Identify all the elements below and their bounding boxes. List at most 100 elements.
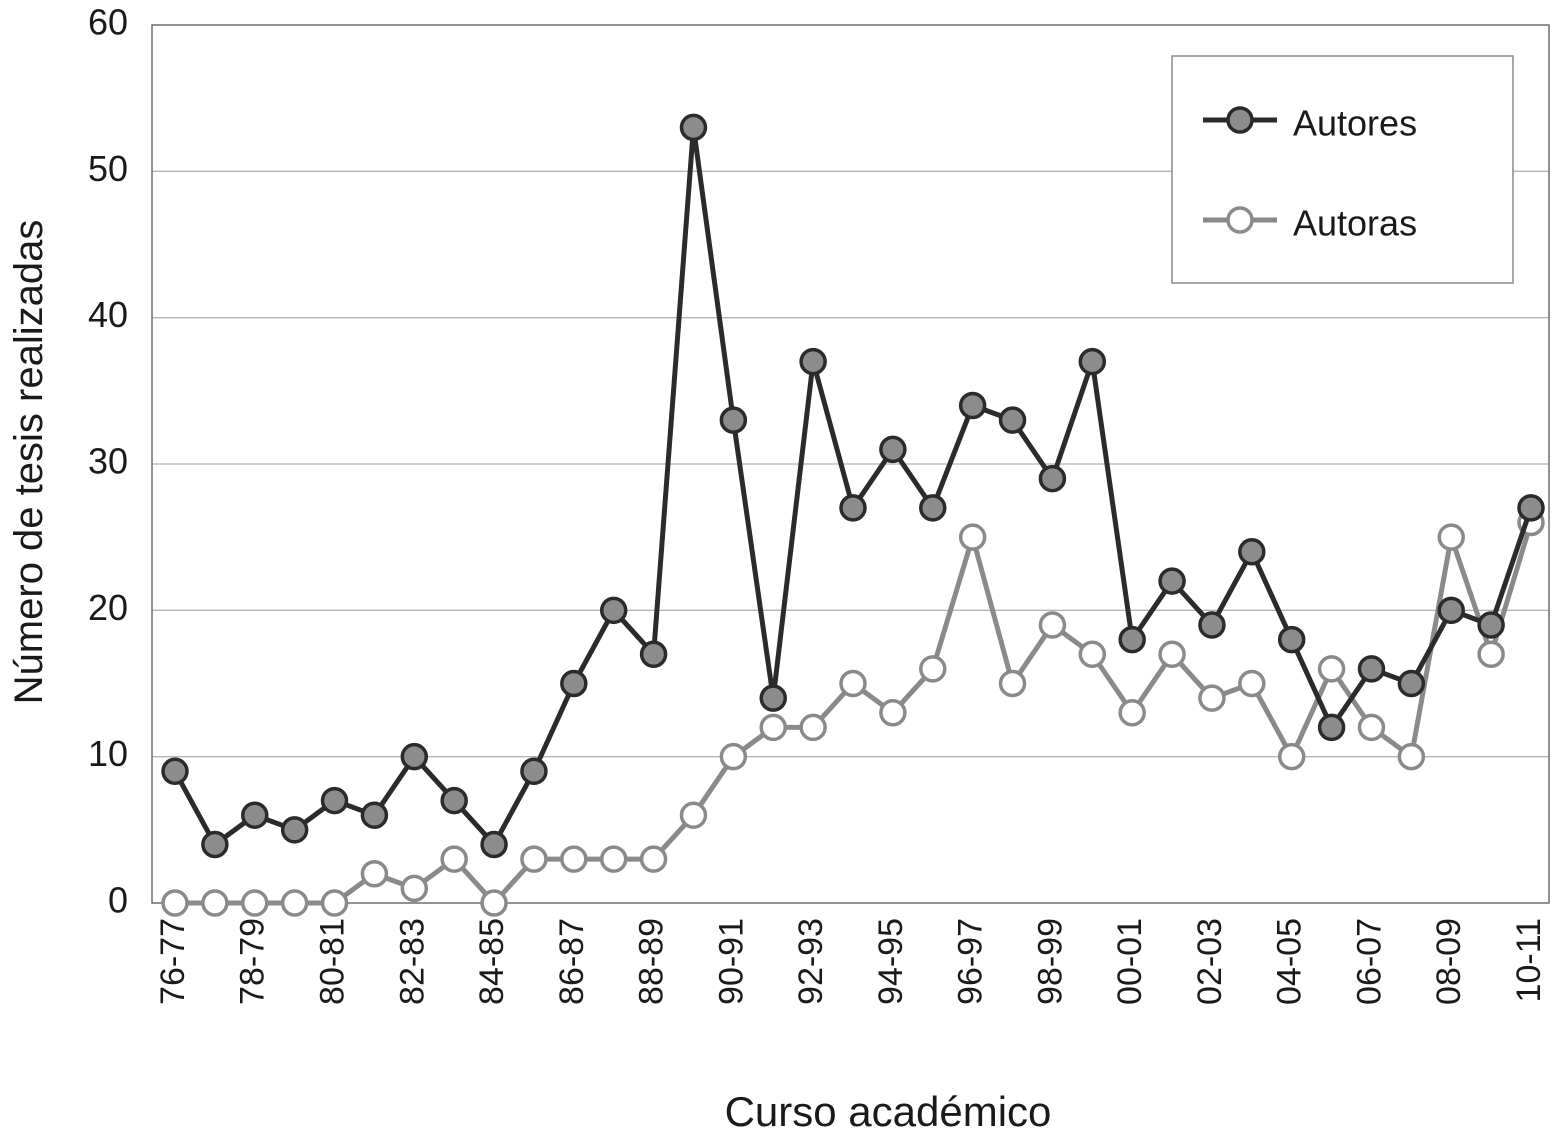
data-point bbox=[241, 889, 269, 917]
y-tick-label: 40 bbox=[88, 294, 128, 335]
x-tick-label: 86-87 bbox=[553, 918, 591, 1005]
data-point bbox=[1437, 596, 1465, 625]
legend: Autores Autoras bbox=[1171, 55, 1514, 284]
data-point bbox=[799, 713, 827, 742]
data-point bbox=[799, 347, 827, 376]
data-point bbox=[320, 786, 349, 815]
y-tick-label: 50 bbox=[88, 148, 128, 189]
data-point bbox=[1118, 625, 1146, 654]
x-tick-label: 06-07 bbox=[1350, 918, 1388, 1005]
data-point bbox=[400, 874, 429, 903]
data-point bbox=[879, 699, 907, 727]
data-point bbox=[679, 801, 708, 829]
x-tick-label: 02-03 bbox=[1191, 918, 1229, 1005]
data-point bbox=[1397, 669, 1426, 698]
legend-autoras-label: Autoras bbox=[1293, 203, 1417, 244]
data-point bbox=[1397, 742, 1426, 771]
data-point bbox=[280, 889, 309, 917]
data-point bbox=[1038, 464, 1067, 493]
data-point bbox=[839, 494, 867, 522]
data-point bbox=[560, 845, 588, 873]
data-point bbox=[1357, 655, 1386, 683]
data-point bbox=[161, 889, 189, 917]
data-point bbox=[1277, 625, 1306, 654]
data-point bbox=[639, 845, 668, 873]
legend-autores-label: Autores bbox=[1293, 103, 1417, 144]
data-point bbox=[161, 757, 189, 786]
data-point bbox=[1078, 347, 1107, 376]
legend-box bbox=[1171, 55, 1514, 284]
x-tick-label: 98-99 bbox=[1031, 918, 1069, 1005]
data-point bbox=[839, 669, 867, 698]
legend-autoras-marker bbox=[1226, 206, 1254, 234]
y-tick-label: 10 bbox=[88, 733, 128, 774]
data-point bbox=[1317, 655, 1346, 683]
data-point bbox=[1118, 699, 1146, 727]
data-point bbox=[1158, 567, 1186, 595]
y-tick-label: 0 bbox=[108, 880, 128, 921]
data-point bbox=[599, 845, 628, 873]
series-autores bbox=[161, 113, 1545, 859]
x-tick-label: 08-09 bbox=[1430, 918, 1468, 1005]
y-axis-label: Número de tesis realizadas bbox=[7, 220, 51, 705]
x-tick-label: 80-81 bbox=[314, 918, 352, 1005]
data-point bbox=[280, 816, 309, 844]
x-tick-label: 90-91 bbox=[712, 918, 750, 1005]
x-tick-label: 78-79 bbox=[234, 918, 272, 1005]
x-tick-label: 96-97 bbox=[952, 918, 990, 1005]
data-point bbox=[440, 845, 468, 873]
x-tick-label: 82-83 bbox=[393, 918, 431, 1005]
data-point bbox=[520, 845, 548, 873]
data-point bbox=[759, 684, 787, 712]
data-point bbox=[679, 113, 708, 142]
plot-frame bbox=[151, 24, 1550, 904]
y-axis-ticks: 0 10 20 30 40 50 60 bbox=[88, 2, 128, 921]
y-tick-label: 30 bbox=[88, 441, 128, 482]
data-point bbox=[320, 889, 349, 917]
data-point bbox=[919, 494, 947, 522]
data-point bbox=[1078, 640, 1107, 668]
x-tick-label: 84-85 bbox=[473, 918, 511, 1005]
data-point bbox=[759, 713, 787, 742]
data-point bbox=[639, 640, 668, 668]
data-point bbox=[1277, 742, 1306, 771]
data-point bbox=[560, 669, 588, 698]
data-point bbox=[1477, 611, 1505, 639]
x-tick-label: 00-01 bbox=[1111, 918, 1149, 1005]
x-tick-label: 10-11 bbox=[1510, 918, 1548, 1002]
data-point bbox=[480, 889, 508, 917]
data-point bbox=[480, 830, 508, 859]
x-axis-ticks: 76-77 78-79 80-81 82-83 84-85 86-87 88-89 90-91… bbox=[154, 918, 1548, 1005]
y-tick-label: 60 bbox=[88, 2, 128, 43]
data-point bbox=[201, 830, 229, 859]
series-layer bbox=[161, 113, 1545, 917]
data-point bbox=[400, 742, 429, 771]
data-point bbox=[599, 596, 628, 625]
data-point bbox=[1158, 640, 1186, 668]
data-point bbox=[440, 786, 468, 815]
data-point bbox=[1477, 640, 1505, 668]
data-point bbox=[998, 669, 1027, 698]
data-point bbox=[1317, 713, 1346, 742]
data-point bbox=[201, 889, 229, 917]
data-point bbox=[1238, 538, 1266, 566]
legend-autores-marker bbox=[1226, 106, 1254, 134]
data-point bbox=[1198, 684, 1226, 712]
data-point bbox=[919, 655, 947, 683]
data-point bbox=[719, 742, 748, 771]
series-autoras bbox=[161, 508, 1545, 917]
x-tick-label: 92-93 bbox=[792, 918, 830, 1005]
data-point bbox=[1238, 669, 1266, 698]
data-point bbox=[1437, 523, 1465, 551]
x-tick-label: 94-95 bbox=[872, 918, 910, 1005]
data-point bbox=[1357, 713, 1386, 742]
data-point bbox=[958, 523, 987, 551]
data-point bbox=[241, 801, 269, 829]
data-point bbox=[1038, 611, 1067, 639]
data-point bbox=[719, 406, 748, 434]
data-point bbox=[998, 406, 1027, 434]
x-axis-label: Curso académico bbox=[725, 1088, 1052, 1135]
y-tick-label: 20 bbox=[88, 587, 128, 628]
data-point bbox=[360, 859, 389, 888]
